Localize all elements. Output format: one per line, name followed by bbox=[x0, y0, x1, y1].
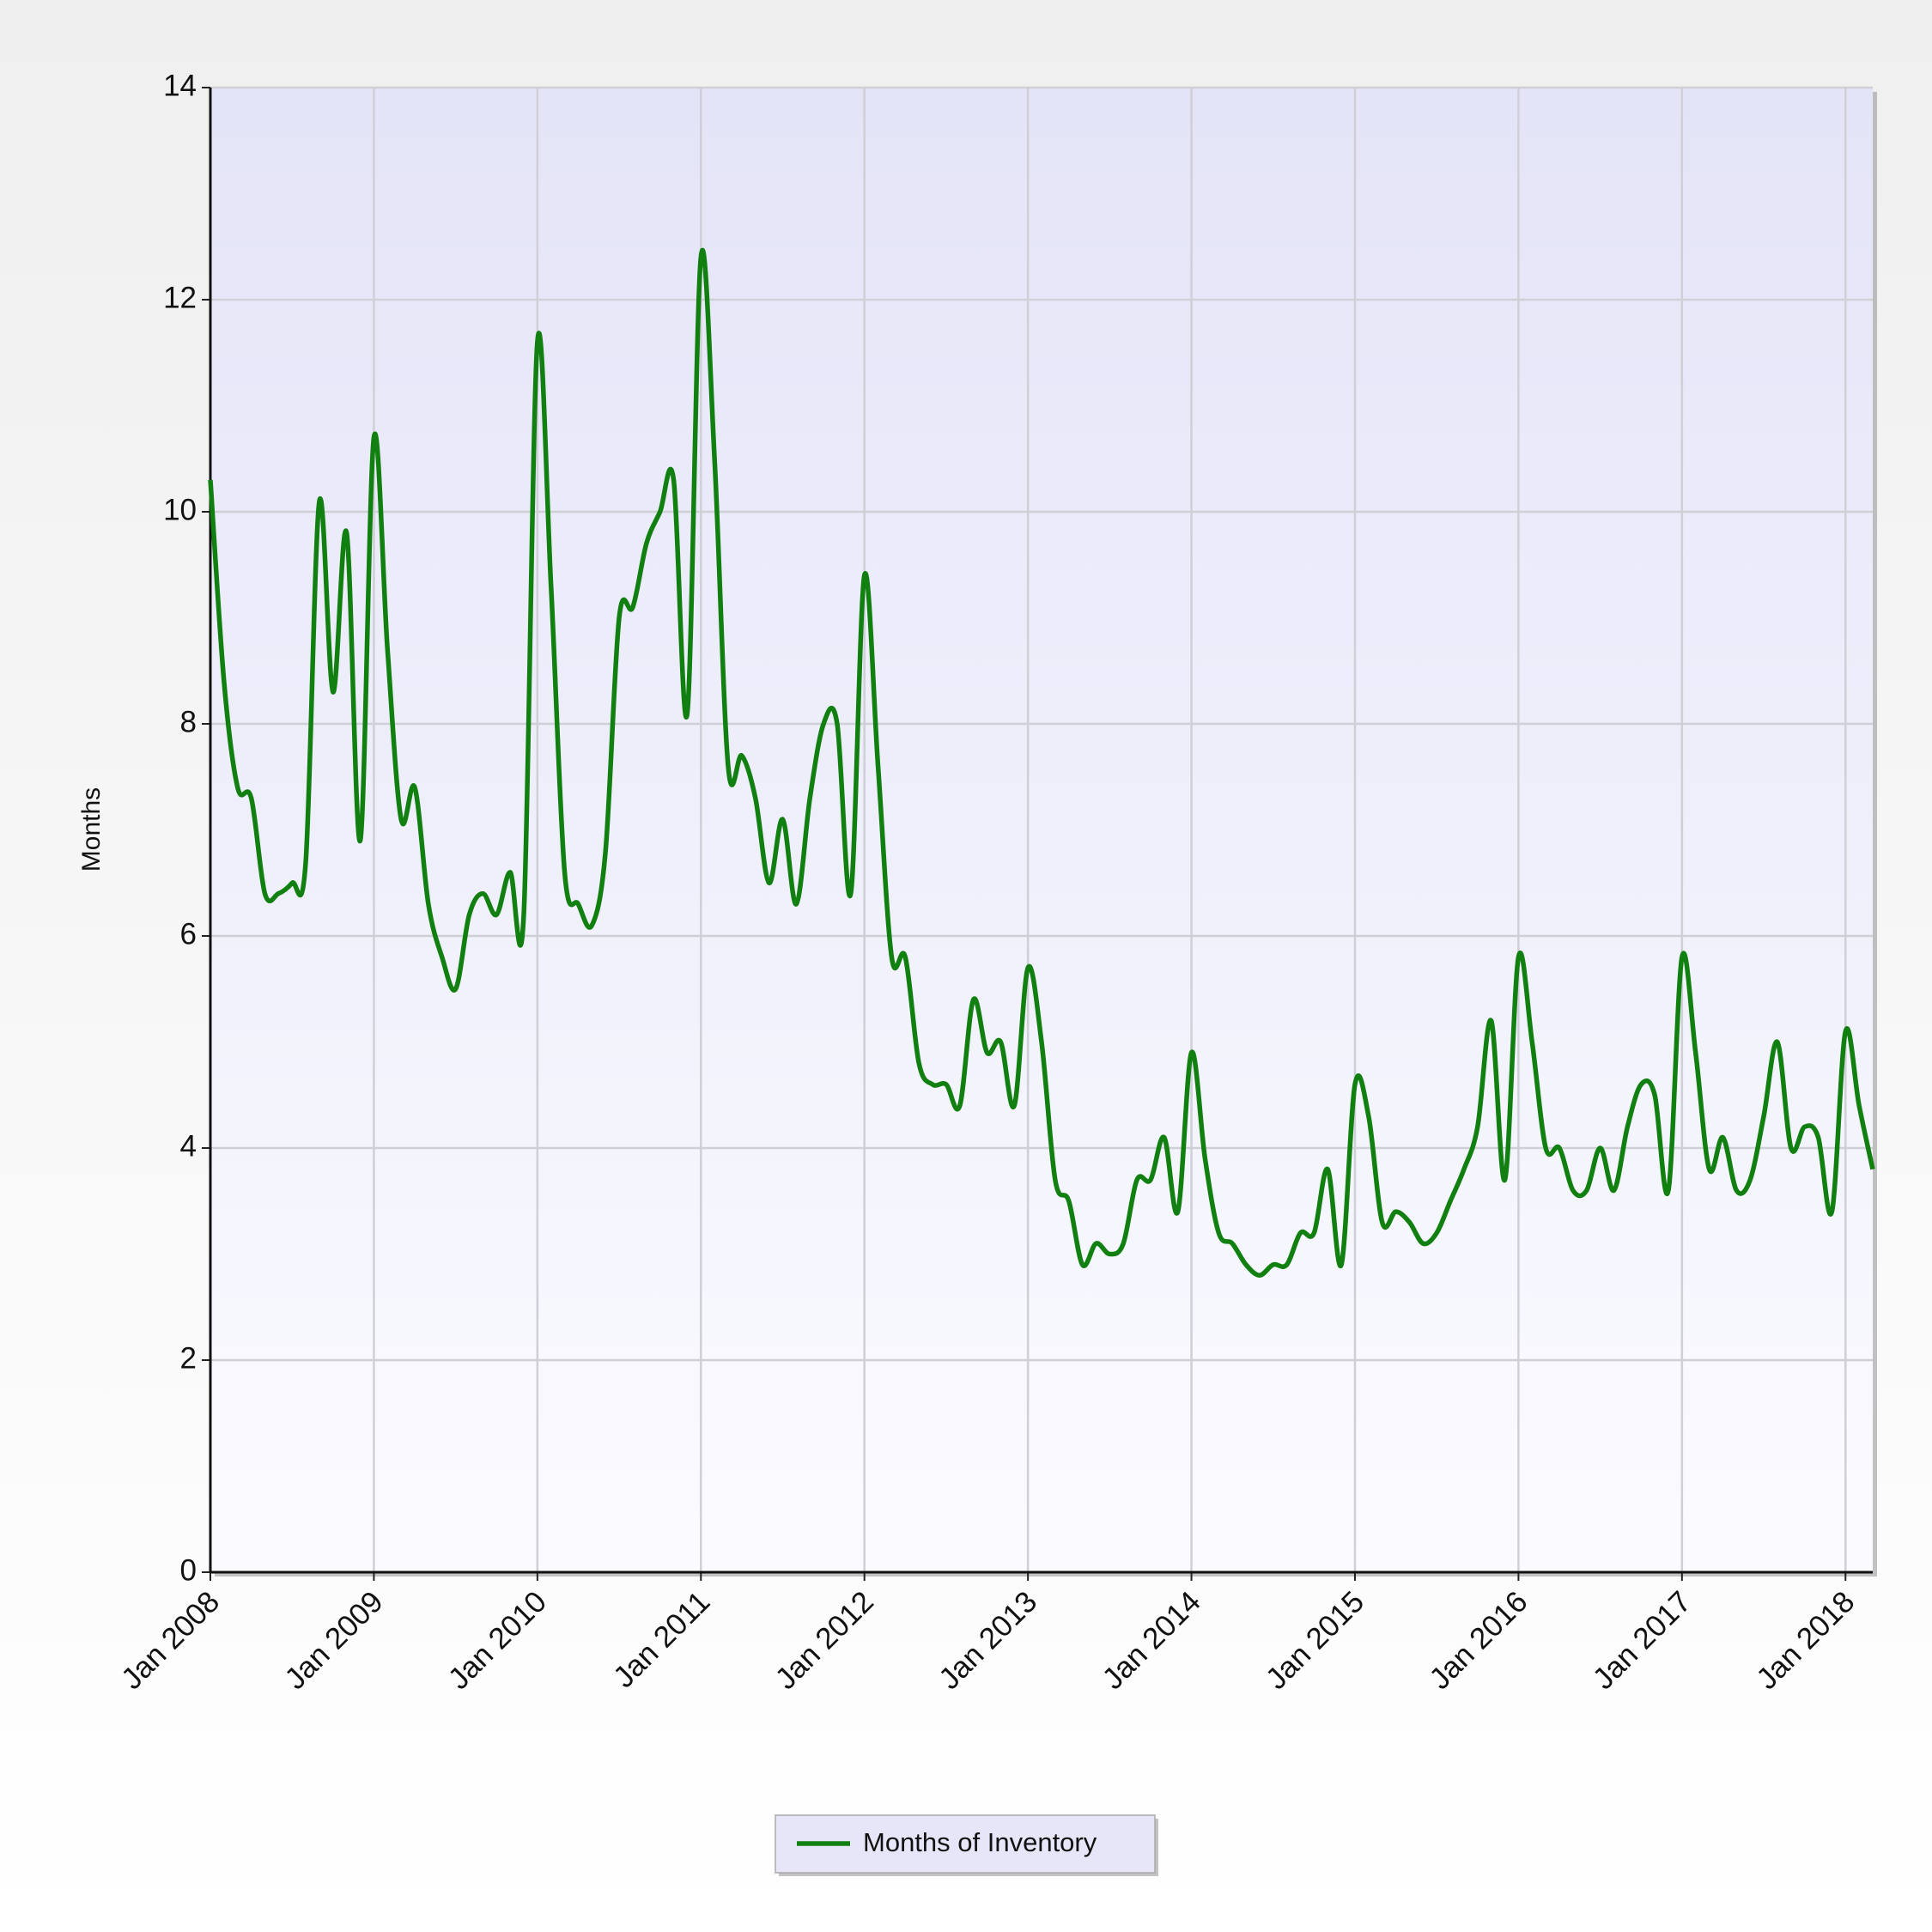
y-tick-label: 6 bbox=[180, 917, 197, 951]
y-tick-label: 4 bbox=[180, 1129, 197, 1163]
legend-label: Months of Inventory bbox=[863, 1827, 1097, 1857]
plot-area bbox=[210, 88, 1873, 1572]
y-tick-label: 12 bbox=[163, 281, 197, 314]
y-tick-label: 0 bbox=[180, 1553, 197, 1587]
data-line bbox=[208, 247, 1875, 1278]
y-tick-label: 14 bbox=[163, 69, 197, 102]
y-tick-label: 10 bbox=[163, 493, 197, 526]
y-axis-label: Months bbox=[77, 787, 106, 872]
y-tick-label: 8 bbox=[180, 705, 197, 738]
y-tick-label: 2 bbox=[180, 1341, 197, 1375]
legend: Months of Inventory bbox=[775, 1814, 1158, 1876]
